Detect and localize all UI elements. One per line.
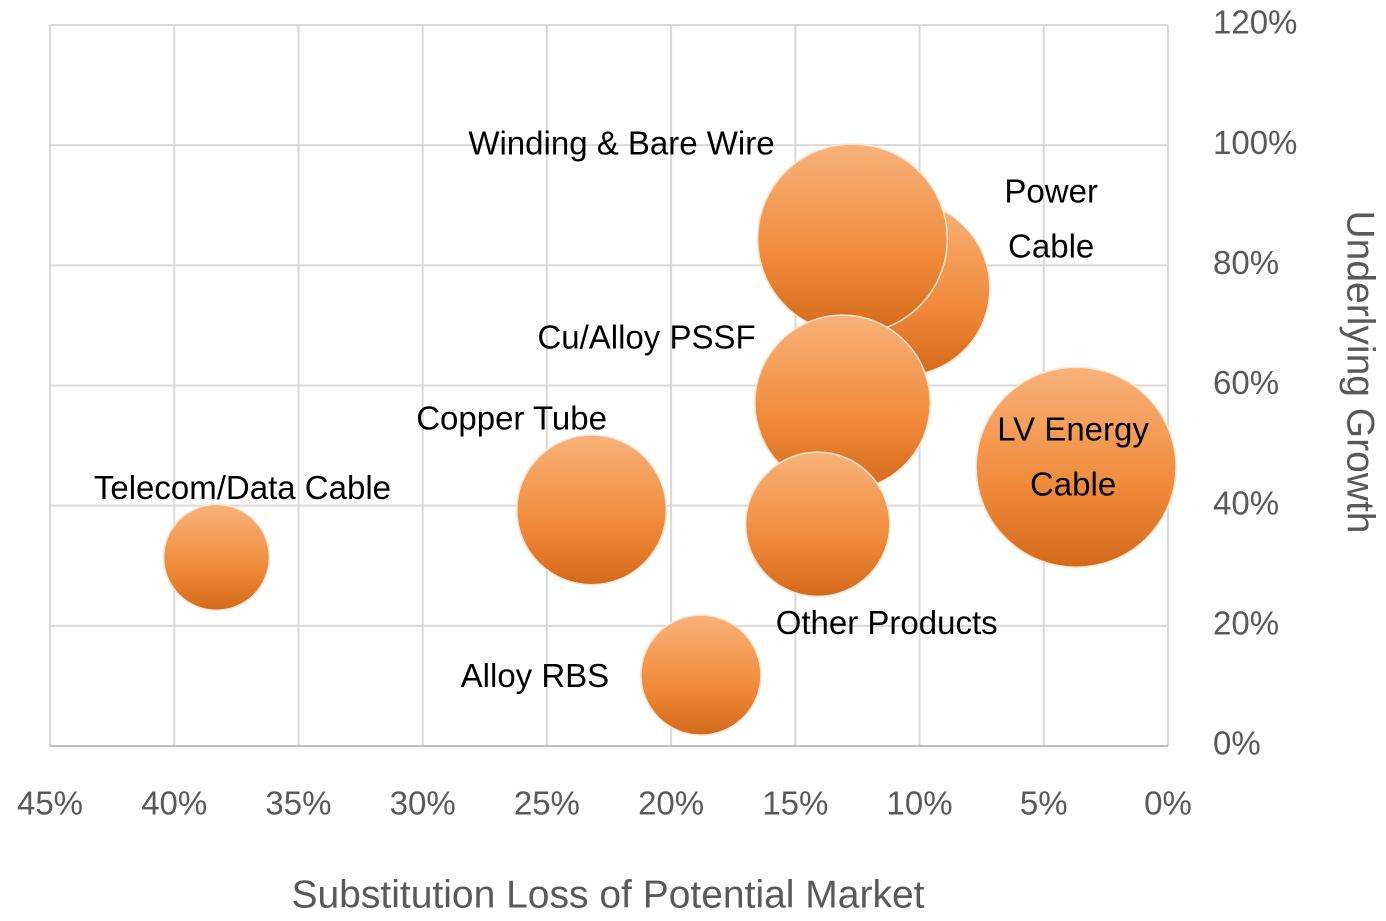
x-axis-title: Substitution Loss of Potential Market [291, 873, 924, 916]
x-tick-label: 45% [17, 785, 83, 822]
bubble-label: Power [1004, 172, 1098, 209]
x-tick-label: 10% [887, 785, 953, 822]
bubble [756, 143, 949, 335]
bubble [975, 366, 1177, 568]
x-tick-label: 15% [762, 785, 828, 822]
y-tick-label: 80% [1213, 244, 1279, 281]
bubble [162, 503, 271, 612]
y-tick-label: 60% [1213, 364, 1279, 401]
bubble-label: LV Energy [997, 410, 1149, 447]
x-tick-label: 25% [514, 785, 580, 822]
bubble-label: Other Products [776, 604, 998, 641]
x-tick-label: 5% [1020, 785, 1068, 822]
bubble-label: Cable [1030, 465, 1116, 502]
y-tick-label: 100% [1213, 124, 1297, 161]
bubble-label: Cu/Alloy PSSF [537, 319, 755, 356]
bubble-label: Cable [1008, 227, 1094, 264]
y-axis-title: Underlying Growth [1339, 211, 1382, 534]
x-tick-label: 35% [265, 785, 331, 822]
bubble-label: Alloy RBS [461, 657, 610, 694]
y-tick-label: 20% [1213, 605, 1279, 642]
bubble-label: Copper Tube [416, 400, 607, 437]
x-tick-label: 40% [141, 785, 207, 822]
bubble [640, 614, 762, 736]
x-tick-label: 30% [390, 785, 456, 822]
y-tick-label: 120% [1213, 4, 1297, 41]
x-tick-label: 20% [638, 785, 704, 822]
y-tick-label: 40% [1213, 484, 1279, 521]
bubble-label: Winding & Bare Wire [468, 125, 774, 162]
y-tick-label: 0% [1213, 725, 1261, 762]
bubble-label: Telecom/Data Cable [94, 469, 391, 506]
bubble [516, 434, 668, 586]
bubble [744, 451, 891, 598]
x-tick-label: 0% [1144, 785, 1192, 822]
